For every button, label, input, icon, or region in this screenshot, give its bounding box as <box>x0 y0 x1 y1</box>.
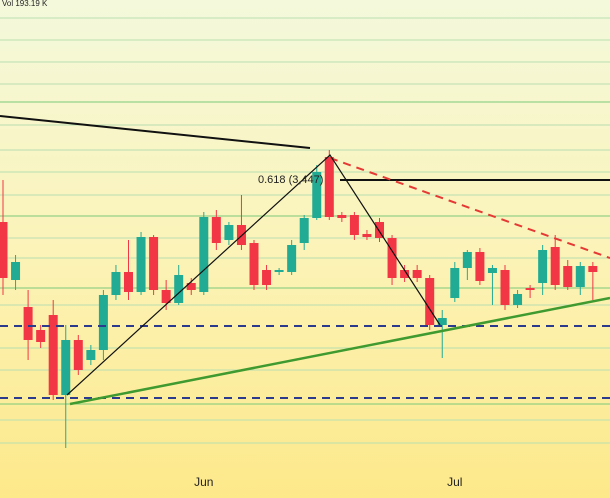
candle-body <box>349 215 359 235</box>
candle-body <box>111 272 121 295</box>
candle-body <box>48 315 58 395</box>
candle-body <box>375 222 384 238</box>
candles <box>0 150 598 448</box>
candle-body <box>299 218 309 243</box>
candle-body <box>337 215 347 218</box>
candle-body <box>550 247 560 285</box>
candle-body <box>249 243 259 285</box>
volume-label: Vol 193.19 K <box>2 0 48 8</box>
candle-body <box>61 340 71 395</box>
drawings <box>0 115 610 406</box>
fib-label: 0.618 (3,447) <box>258 174 323 186</box>
candle-body <box>23 307 33 340</box>
candle-body <box>211 217 221 243</box>
candle-body <box>36 330 46 342</box>
x-tick-label: Jun <box>194 475 213 489</box>
candle-body <box>136 237 146 292</box>
candle-body <box>450 268 460 298</box>
candle-body <box>563 266 573 287</box>
candle-body <box>149 237 159 290</box>
candle-body <box>199 217 209 292</box>
candle-body <box>588 266 598 272</box>
candle-body <box>362 234 372 237</box>
candle-body <box>262 270 272 285</box>
candle-body <box>462 252 472 268</box>
candle-body <box>186 283 196 290</box>
candle-body <box>487 268 497 273</box>
candle-body <box>312 172 322 218</box>
candle-body <box>500 270 510 305</box>
candle-body <box>161 290 171 303</box>
candle-body <box>287 245 297 272</box>
candle-body <box>0 222 8 278</box>
candle-body <box>324 157 334 217</box>
candle-body <box>400 270 410 278</box>
candle-body <box>525 288 535 290</box>
candle-body <box>475 252 485 281</box>
candle-body <box>73 340 83 370</box>
candle-body <box>124 272 133 292</box>
candle-body <box>575 266 585 287</box>
candle-body <box>387 238 397 278</box>
candle-body <box>11 262 21 280</box>
candle-body <box>437 318 447 325</box>
candle-body <box>274 270 284 272</box>
candle-body <box>86 350 96 360</box>
candle-body <box>224 225 234 240</box>
candle-body <box>174 275 184 303</box>
candle-body <box>98 295 108 350</box>
candle-body <box>513 294 523 305</box>
candle-body <box>425 278 435 325</box>
x-tick-label: Jul <box>447 475 462 489</box>
candle-body <box>538 250 548 283</box>
candle-body <box>412 270 422 278</box>
